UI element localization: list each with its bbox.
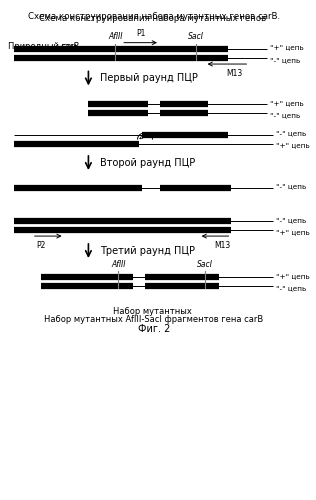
Text: P1: P1 [136, 28, 145, 38]
Text: "-" цепь: "-" цепь [270, 56, 301, 62]
Text: Второй раунд ПЦР: Второй раунд ПЦР [100, 158, 196, 168]
Text: Набор мутантных: Набор мутантных [113, 307, 195, 316]
Text: "-" цепь: "-" цепь [276, 285, 306, 291]
Text: "+" цепь: "+" цепь [270, 44, 304, 50]
Text: "-" цепь: "-" цепь [276, 130, 306, 136]
Text: AflII: AflII [108, 32, 123, 41]
Text: "+" цепь: "+" цепь [276, 142, 310, 148]
Text: Первый раунд ПЦР: Первый раунд ПЦР [100, 74, 198, 84]
Text: M13: M13 [214, 241, 231, 250]
Text: Схема конструирования набора мутантных генов: Схема конструирования набора мутантных г… [39, 14, 269, 23]
Text: "-" цепь: "-" цепь [276, 216, 306, 222]
Text: AflII: AflII [111, 260, 125, 269]
Text: SacI: SacI [188, 32, 204, 41]
Text: Набор мутантных AflII-SacI фрагментов гена carB: Набор мутантных AflII-SacI фрагментов ге… [44, 314, 264, 324]
Text: carB: carB [60, 42, 79, 50]
Text: "-" цепь: "-" цепь [270, 112, 301, 118]
Text: M13: M13 [226, 69, 242, 78]
Text: "+" цепь: "+" цепь [270, 100, 304, 106]
Text: Фиг. 2: Фиг. 2 [138, 324, 170, 334]
Text: Схема конструирования набора мутантных генов carB.: Схема конструирования набора мутантных г… [28, 12, 280, 22]
Text: "+" цепь: "+" цепь [276, 273, 310, 279]
Text: P2: P2 [36, 241, 46, 250]
Text: "-" цепь: "-" цепь [276, 184, 306, 190]
Text: Природный ген: Природный ген [8, 42, 79, 50]
Text: SacI: SacI [197, 260, 213, 269]
Text: "+" цепь: "+" цепь [276, 228, 310, 234]
Text: Третий раунд ПЦР: Третий раунд ПЦР [100, 246, 195, 256]
